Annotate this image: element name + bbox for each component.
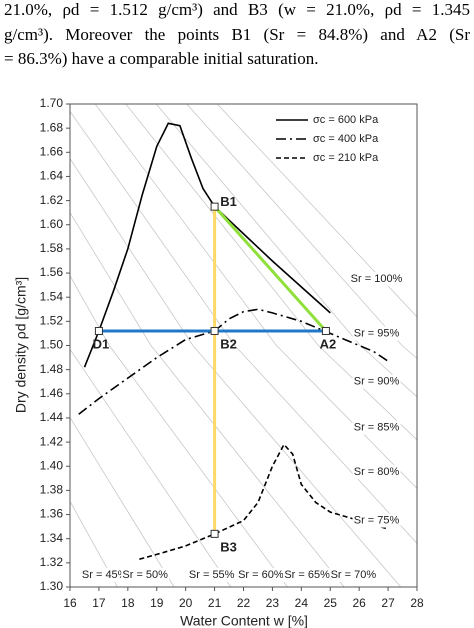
saturation-label: Sr = 80% bbox=[354, 466, 400, 478]
label-background bbox=[283, 567, 332, 582]
paragraph-line: = 86.3%) have a comparable initial satur… bbox=[4, 49, 319, 68]
saturation-line bbox=[155, 104, 417, 398]
point-marker bbox=[94, 327, 103, 336]
y-tick-label: 1.64 bbox=[40, 169, 64, 183]
y-tick-label: 1.36 bbox=[40, 507, 64, 521]
x-tick-label: 23 bbox=[266, 596, 280, 610]
saturation-label: Sr = 95% bbox=[354, 327, 400, 339]
x-tick-label: 27 bbox=[381, 596, 395, 610]
saturation-line bbox=[186, 104, 417, 359]
saturation-label: Sr = 60% bbox=[238, 569, 284, 581]
saturation-line bbox=[70, 275, 288, 587]
point-label: B2 bbox=[220, 336, 237, 351]
saturation-line bbox=[70, 211, 345, 587]
saturation-line bbox=[125, 104, 417, 441]
x-tick-label: 18 bbox=[121, 596, 135, 610]
y-tick-label: 1.62 bbox=[40, 193, 64, 207]
x-tick-label: 17 bbox=[92, 596, 106, 610]
y-tick-label: 1.42 bbox=[40, 434, 64, 448]
saturation-label: Sr = 75% bbox=[354, 514, 400, 526]
y-tick-label: 1.32 bbox=[40, 555, 64, 569]
x-tick-label: 26 bbox=[352, 596, 366, 610]
y-tick-label: 1.40 bbox=[40, 458, 64, 472]
y-tick-label: 1.52 bbox=[40, 314, 64, 328]
saturation-label: Sr = 55% bbox=[189, 569, 235, 581]
saturation-line bbox=[216, 104, 417, 318]
x-tick-label: 16 bbox=[63, 596, 77, 610]
point-label: B3 bbox=[220, 539, 237, 554]
point-label: A2 bbox=[320, 336, 337, 351]
y-tick-label: 1.58 bbox=[40, 241, 64, 255]
y-axis-label: Dry density ρd [g/cm³] bbox=[13, 277, 29, 413]
saturation-label: Sr = 50% bbox=[122, 569, 168, 581]
y-tick-label: 1.66 bbox=[40, 144, 64, 158]
x-axis-label: Water Content w [%] bbox=[180, 613, 308, 628]
saturation-line bbox=[70, 500, 118, 587]
saturation-label: Sr = 70% bbox=[331, 569, 377, 581]
label-background bbox=[352, 326, 401, 341]
x-tick-label: 22 bbox=[237, 596, 251, 610]
legend-label: σc = 400 kPa bbox=[313, 133, 379, 145]
y-tick-label: 1.30 bbox=[40, 579, 64, 593]
y-tick-label: 1.38 bbox=[40, 483, 64, 497]
y-tick-label: 1.54 bbox=[40, 289, 64, 303]
x-tick-label: 25 bbox=[324, 596, 338, 610]
point-marker bbox=[210, 327, 219, 336]
y-tick-label: 1.70 bbox=[40, 96, 64, 110]
label-background bbox=[121, 567, 170, 582]
saturation-line bbox=[70, 348, 232, 587]
label-background bbox=[352, 374, 401, 389]
label-background bbox=[352, 420, 401, 435]
paragraph-line: g/cm³). Moreover the points B1 (Sr = 84.… bbox=[4, 25, 470, 44]
label-background bbox=[352, 513, 401, 528]
label-background bbox=[352, 465, 401, 480]
y-tick-label: 1.60 bbox=[40, 217, 64, 231]
y-tick-label: 1.56 bbox=[40, 265, 64, 279]
saturation-label: Sr = 85% bbox=[354, 422, 400, 434]
y-tick-label: 1.44 bbox=[40, 410, 64, 424]
x-tick-label: 21 bbox=[208, 596, 222, 610]
x-tick-label: 20 bbox=[179, 596, 193, 610]
curve bbox=[139, 443, 389, 560]
label-background bbox=[329, 567, 378, 582]
legend-label: σc = 600 kPa bbox=[313, 114, 379, 126]
stress-path bbox=[213, 205, 328, 333]
point-label: D1 bbox=[93, 336, 110, 351]
saturation-line bbox=[70, 157, 402, 587]
y-tick-label: 1.50 bbox=[40, 338, 64, 352]
label-background bbox=[80, 567, 129, 582]
curve bbox=[78, 308, 389, 415]
saturation-line bbox=[94, 104, 417, 489]
label-background bbox=[352, 272, 401, 287]
saturation-line bbox=[70, 416, 175, 587]
y-tick-label: 1.48 bbox=[40, 362, 64, 376]
y-tick-label: 1.34 bbox=[40, 531, 64, 545]
x-tick-label: 28 bbox=[410, 596, 424, 610]
x-tick-label: 24 bbox=[295, 596, 309, 610]
saturation-label: Sr = 90% bbox=[354, 376, 400, 388]
saturation-label: Sr = 45% bbox=[82, 569, 128, 581]
point-marker bbox=[210, 202, 219, 211]
point-label: B1 bbox=[220, 194, 237, 209]
label-background bbox=[236, 567, 285, 582]
saturation-label: Sr = 100% bbox=[351, 273, 403, 285]
legend-label: σc = 210 kPa bbox=[313, 152, 379, 164]
plot-area bbox=[70, 104, 417, 587]
x-tick-label: 19 bbox=[150, 596, 164, 610]
label-background bbox=[187, 567, 236, 582]
paragraph-line: 21.0%, ρd = 1.512 g/cm³) and B3 (w = 21.… bbox=[4, 0, 470, 19]
y-tick-label: 1.46 bbox=[40, 386, 64, 400]
saturation-label: Sr = 65% bbox=[284, 569, 330, 581]
saturation-line bbox=[70, 110, 417, 544]
point-marker bbox=[321, 327, 330, 336]
point-marker bbox=[210, 529, 219, 538]
y-tick-label: 1.68 bbox=[40, 120, 64, 134]
